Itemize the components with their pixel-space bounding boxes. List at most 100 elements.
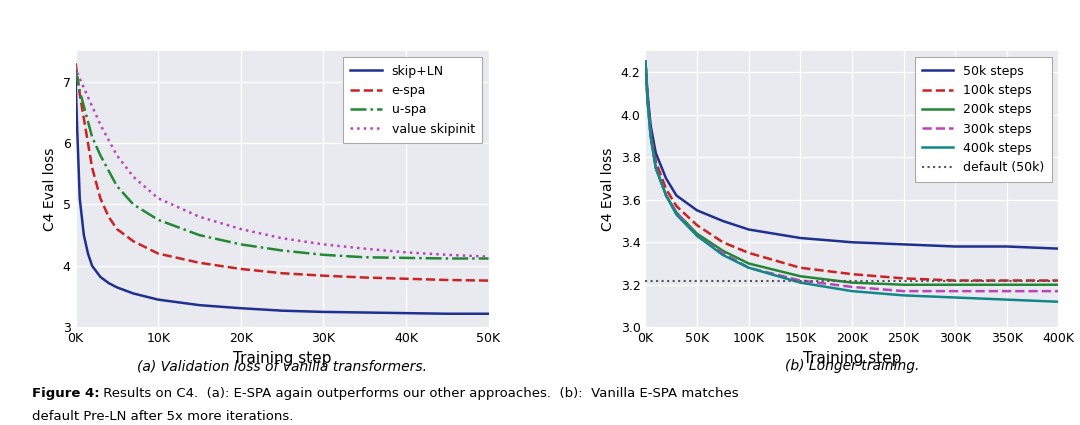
100k steps xyxy=(649,159,662,164)
value skipinit xyxy=(316,242,329,247)
200k steps xyxy=(1052,282,1065,287)
e-spa xyxy=(482,278,495,283)
Y-axis label: C4 Eval loss: C4 Eval loss xyxy=(602,147,616,231)
100k steps xyxy=(670,204,683,209)
50k steps xyxy=(897,242,910,247)
Line: u-spa: u-spa xyxy=(76,69,488,258)
100k steps xyxy=(1052,278,1065,283)
100k steps xyxy=(794,265,807,270)
skip+LN xyxy=(127,291,140,296)
300k steps xyxy=(639,59,652,64)
Legend: 50k steps, 100k steps, 200k steps, 300k steps, 400k steps, default (50k): 50k steps, 100k steps, 200k steps, 300k … xyxy=(915,57,1052,181)
300k steps xyxy=(690,233,703,238)
200k steps xyxy=(794,274,807,279)
50k steps xyxy=(649,150,662,156)
value skipinit xyxy=(71,70,84,75)
300k steps xyxy=(897,289,910,294)
300k steps xyxy=(1000,289,1013,294)
200k steps xyxy=(644,133,657,139)
e-spa xyxy=(400,276,413,281)
e-spa xyxy=(275,271,288,276)
skip+LN xyxy=(359,310,372,315)
skip+LN xyxy=(441,311,454,316)
300k steps xyxy=(642,97,654,102)
value skipinit xyxy=(85,104,98,109)
400k steps xyxy=(1052,299,1065,304)
value skipinit xyxy=(193,214,206,219)
value skipinit xyxy=(110,153,123,158)
value skipinit xyxy=(127,174,140,179)
e-spa xyxy=(81,141,94,146)
value skipinit xyxy=(234,227,247,232)
skip+LN xyxy=(85,264,98,269)
Y-axis label: C4 Eval loss: C4 Eval loss xyxy=(43,147,57,231)
u-spa xyxy=(73,88,86,94)
skip+LN xyxy=(110,285,123,290)
e-spa xyxy=(85,165,98,170)
200k steps xyxy=(742,261,755,266)
300k steps xyxy=(948,289,961,294)
skip+LN xyxy=(234,306,247,311)
50k steps xyxy=(644,123,657,128)
400k steps xyxy=(690,233,703,238)
Text: (b) Longer training.: (b) Longer training. xyxy=(785,359,919,373)
100k steps xyxy=(742,250,755,255)
e-spa xyxy=(73,91,86,96)
100k steps xyxy=(897,276,910,281)
100k steps xyxy=(948,278,961,283)
skip+LN xyxy=(400,311,413,316)
u-spa xyxy=(81,119,94,124)
50k steps xyxy=(642,91,654,96)
e-spa xyxy=(94,196,107,201)
300k steps xyxy=(742,265,755,270)
X-axis label: Training step: Training step xyxy=(802,351,901,366)
Text: Figure 4:: Figure 4: xyxy=(32,387,100,400)
100k steps xyxy=(639,59,652,64)
Line: 100k steps: 100k steps xyxy=(646,62,1058,280)
100k steps xyxy=(846,272,859,277)
skip+LN xyxy=(316,309,329,314)
Line: 400k steps: 400k steps xyxy=(646,62,1058,302)
Line: value skipinit: value skipinit xyxy=(76,66,488,257)
50k steps xyxy=(794,235,807,241)
200k steps xyxy=(897,282,910,287)
300k steps xyxy=(670,210,683,215)
Text: (a) Validation loss of vanilla transformers.: (a) Validation loss of vanilla transform… xyxy=(137,359,427,373)
400k steps xyxy=(660,193,673,198)
50k steps xyxy=(1052,246,1065,251)
200k steps xyxy=(642,97,654,102)
skip+LN xyxy=(482,311,495,316)
Legend: skip+LN, e-spa, u-spa, value skipinit: skip+LN, e-spa, u-spa, value skipinit xyxy=(343,57,483,143)
u-spa xyxy=(69,67,82,72)
value skipinit xyxy=(73,76,86,81)
e-spa xyxy=(71,73,84,78)
100k steps xyxy=(716,240,729,245)
200k steps xyxy=(716,248,729,253)
u-spa xyxy=(78,104,91,109)
200k steps xyxy=(649,165,662,170)
skip+LN xyxy=(151,297,164,302)
u-spa xyxy=(316,252,329,258)
50k steps xyxy=(742,227,755,232)
u-spa xyxy=(85,134,98,139)
400k steps xyxy=(846,289,859,294)
u-spa xyxy=(103,168,116,173)
100k steps xyxy=(690,223,703,228)
u-spa xyxy=(110,184,123,189)
200k steps xyxy=(948,282,961,287)
400k steps xyxy=(670,212,683,217)
400k steps xyxy=(794,280,807,285)
e-spa xyxy=(110,227,123,232)
300k steps xyxy=(716,250,729,255)
skip+LN xyxy=(275,308,288,313)
u-spa xyxy=(94,153,107,158)
skip+LN xyxy=(81,251,94,256)
200k steps xyxy=(670,210,683,215)
skip+LN xyxy=(78,232,91,238)
value skipinit xyxy=(94,122,107,127)
skip+LN xyxy=(71,128,84,133)
100k steps xyxy=(644,129,657,134)
skip+LN xyxy=(103,280,116,286)
50k steps xyxy=(639,59,652,64)
value skipinit xyxy=(151,196,164,201)
